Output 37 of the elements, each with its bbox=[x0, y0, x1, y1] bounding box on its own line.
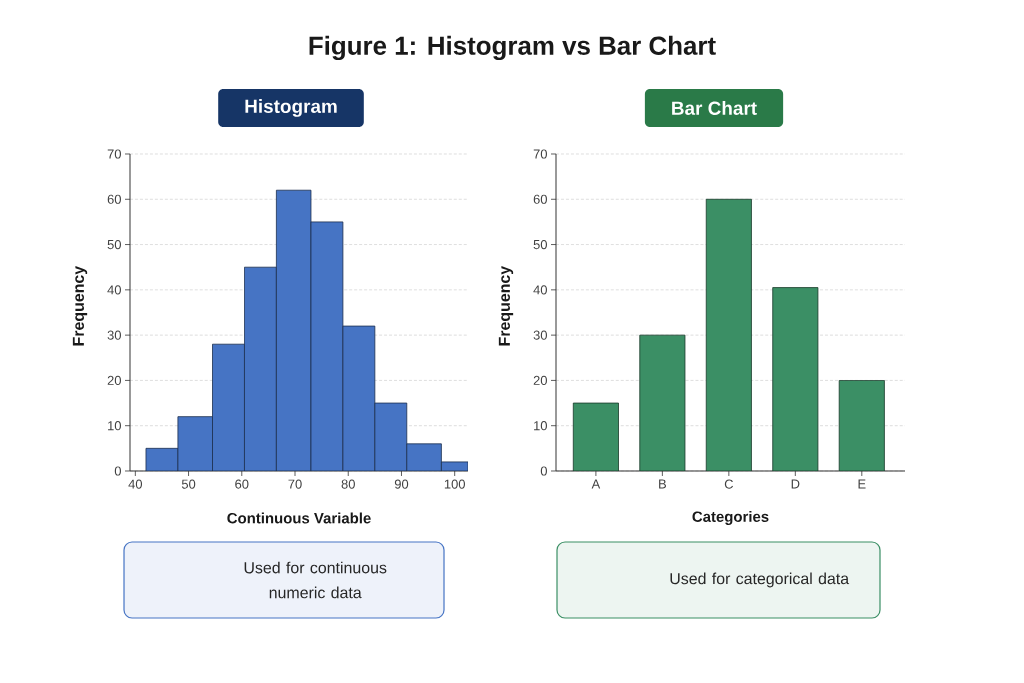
x-tick-label: A bbox=[591, 479, 601, 489]
y-tick-label: 50 bbox=[533, 239, 547, 250]
y-tick-label: 20 bbox=[533, 375, 547, 385]
x-tick-label: C bbox=[724, 479, 734, 489]
chart-subtitle: Bar Chart bbox=[672, 101, 757, 115]
x-tick-label: 70 bbox=[288, 479, 302, 489]
y-tick-label: 70 bbox=[107, 149, 121, 159]
y-tick-label: 0 bbox=[114, 466, 121, 476]
x-axis-title: Categories bbox=[692, 511, 769, 525]
y-axis-title: Frequency bbox=[72, 265, 88, 346]
y-tick-label: 50 bbox=[107, 239, 121, 250]
x-axis-title: Continuous Variable bbox=[227, 512, 371, 524]
y-tick-label: 20 bbox=[107, 375, 121, 385]
y-axis-title: Frequency bbox=[498, 265, 514, 346]
x-tick-label: D bbox=[791, 479, 800, 489]
y-tick-label: 40 bbox=[107, 285, 121, 295]
y-tick-label: 60 bbox=[107, 194, 121, 204]
x-tick-label: 40 bbox=[128, 479, 143, 489]
chart-title: Figure 1: Histogram vs Bar Chart bbox=[309, 35, 716, 61]
y-tick-label: 70 bbox=[533, 149, 547, 159]
x-tick-label: 100 bbox=[444, 479, 465, 489]
y-tick-label: 30 bbox=[533, 330, 547, 340]
x-tick-label: 50 bbox=[181, 479, 196, 489]
text: Used for categorical data bbox=[670, 572, 850, 588]
y-tick-label: 0 bbox=[540, 466, 547, 476]
x-tick-label: E bbox=[858, 479, 866, 489]
y-tick-label: 40 bbox=[533, 285, 547, 295]
x-tick-label: 80 bbox=[341, 479, 355, 489]
y-tick-label: 10 bbox=[534, 421, 547, 431]
y-tick-label: 30 bbox=[107, 330, 121, 340]
x-tick-label: 90 bbox=[394, 479, 409, 489]
text: Used for continuous numeric data bbox=[244, 561, 387, 599]
y-tick-label: 60 bbox=[533, 194, 547, 204]
x-tick-label: B bbox=[659, 479, 667, 489]
x-tick-label: 60 bbox=[235, 479, 249, 489]
y-tick-label: 10 bbox=[108, 421, 121, 431]
chart-subtitle: Histogram bbox=[245, 99, 337, 117]
